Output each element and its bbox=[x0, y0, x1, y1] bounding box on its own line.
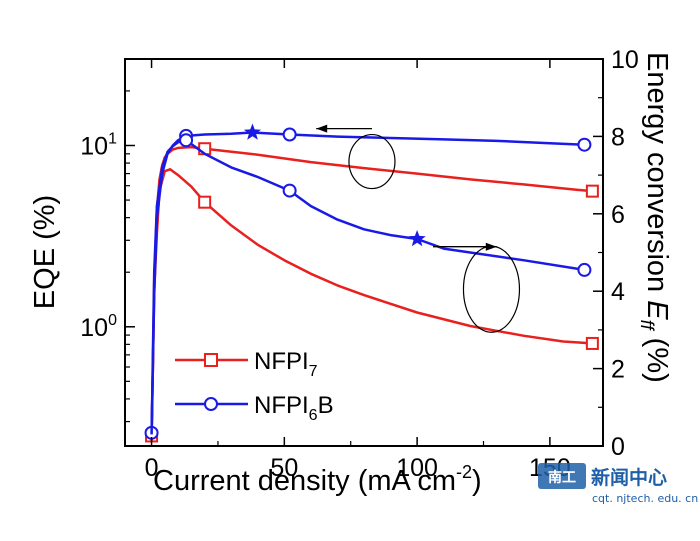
legend-marker-nfpi7 bbox=[204, 353, 218, 367]
star-marker-0 bbox=[243, 123, 261, 140]
y-left-tick-label-exp-0: 0 bbox=[108, 312, 117, 329]
legend-label-nfpi7: NFPI7 bbox=[254, 348, 318, 380]
plot-border bbox=[124, 58, 604, 447]
data-point-circle-2-2 bbox=[282, 127, 297, 142]
series-line-3 bbox=[150, 139, 585, 435]
y-right-tick-label-4: 8 bbox=[611, 123, 625, 151]
y-right-tick-label-3: 6 bbox=[611, 201, 625, 229]
y-left-tick-label-0: 100 bbox=[80, 312, 117, 342]
y-right-axis-title-tail: (%) bbox=[641, 330, 673, 383]
data-point-square-1-0 bbox=[198, 195, 212, 209]
x-tick-label-1: 50 bbox=[270, 454, 298, 482]
annotation-ellipse-0 bbox=[348, 133, 396, 190]
data-point-circle-2-3 bbox=[577, 137, 592, 152]
annotation-arrowhead-1 bbox=[485, 242, 497, 251]
y-right-tick-label-2: 4 bbox=[611, 278, 625, 306]
plot-area bbox=[144, 123, 599, 443]
y-left-tick-label-base-0: 10 bbox=[80, 314, 108, 342]
annotation-ellipse-1 bbox=[462, 245, 521, 333]
tick-labels: 0501001501001010246810 bbox=[80, 46, 639, 482]
watermark: 南工 新闻中心 cqt. njtech. edu. cn bbox=[538, 463, 698, 505]
watermark-logo: 南工 bbox=[538, 463, 586, 489]
data-point-circle-3-2 bbox=[577, 262, 592, 277]
y-right-axis-title: Energy conversion Eff (%) bbox=[637, 52, 673, 383]
y-left-tick-label-base-1: 10 bbox=[80, 132, 108, 160]
legend-label-nfpi6b-tail: B bbox=[318, 392, 334, 419]
legend-label-nfpi7-base: NFPI bbox=[254, 348, 309, 375]
legend-label-nfpi6b: NFPI6B bbox=[254, 392, 334, 424]
legend-label-nfpi7-sub: 7 bbox=[309, 363, 318, 380]
watermark-logo-text: 南工 bbox=[548, 469, 576, 486]
data-point-circle-3-0 bbox=[179, 133, 194, 148]
axes-frame bbox=[124, 58, 604, 447]
star-marker-1 bbox=[408, 230, 426, 247]
y-right-axis-title-main: Energy conversion bbox=[641, 52, 673, 300]
series-line-0 bbox=[150, 145, 593, 436]
y-left-tick-label-exp-1: 1 bbox=[108, 130, 117, 147]
x-axis-title-main: Current density (mA cm bbox=[153, 465, 456, 497]
x-axis-title-sup: -2 bbox=[456, 462, 472, 482]
y-left-tick-label-1: 101 bbox=[80, 130, 117, 160]
y-right-tick-label-0: 0 bbox=[611, 433, 625, 461]
y-right-axis-title-italic: E bbox=[641, 300, 673, 320]
annotation-arrowhead-0 bbox=[316, 124, 328, 133]
series-line-1 bbox=[150, 168, 593, 443]
y-left-axis-title: EQE (%) bbox=[29, 195, 61, 309]
legend: NFPI7 NFPI6B bbox=[175, 348, 334, 424]
legend-label-nfpi6b-sub: 6 bbox=[309, 407, 318, 424]
x-axis-title: Current density (mA cm-2) bbox=[153, 462, 482, 497]
y-right-axis-title-sub: ff bbox=[637, 320, 657, 332]
y-right-tick-label-5: 10 bbox=[611, 46, 639, 74]
data-point-circle-3-1 bbox=[282, 183, 297, 198]
watermark-url: cqt. njtech. edu. cn bbox=[592, 492, 698, 505]
legend-label-nfpi6b-base: NFPI bbox=[254, 392, 309, 419]
data-point-square-1-1 bbox=[585, 336, 599, 350]
x-tick-label-0: 0 bbox=[145, 454, 159, 482]
y-right-tick-label-1: 2 bbox=[611, 356, 625, 384]
data-point-square-0-2 bbox=[585, 184, 599, 198]
x-tick-label-2: 100 bbox=[396, 454, 438, 482]
x-axis-title-close: ) bbox=[472, 465, 482, 497]
watermark-title: 新闻中心 bbox=[591, 466, 667, 489]
legend-marker-nfpi6b bbox=[204, 397, 218, 411]
